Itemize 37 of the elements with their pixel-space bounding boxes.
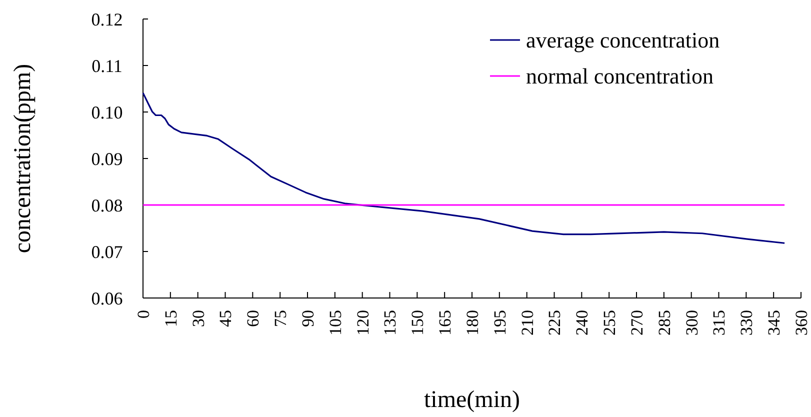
x-axis-title: time(min) bbox=[424, 387, 520, 413]
x-tick-label: 225 bbox=[545, 310, 564, 336]
x-tick-label: 105 bbox=[326, 310, 345, 336]
x-tick-label: 210 bbox=[518, 310, 537, 336]
x-tick-label: 60 bbox=[244, 310, 263, 327]
x-tick-label: 330 bbox=[737, 310, 756, 336]
x-tick-label: 0 bbox=[134, 310, 153, 318]
x-tick-label: 45 bbox=[216, 310, 236, 327]
legend-label: average concentration bbox=[526, 28, 720, 53]
x-tick-label: 345 bbox=[764, 310, 784, 336]
y-tick-label: 0.09 bbox=[91, 148, 123, 169]
y-tick-label: 0.12 bbox=[91, 9, 123, 30]
line-series bbox=[142, 92, 786, 244]
x-tick-label: 120 bbox=[353, 310, 372, 336]
y-axis-title: concentration(ppm) bbox=[10, 64, 36, 254]
x-tick-label: 300 bbox=[682, 310, 702, 336]
x-tick-label: 240 bbox=[572, 310, 592, 336]
x-tick-label: 90 bbox=[298, 310, 318, 327]
x-tick-label: 150 bbox=[408, 310, 428, 336]
x-tick-label: 285 bbox=[654, 310, 674, 336]
x-tick-label: 75 bbox=[271, 310, 290, 327]
y-tick-label: 0.06 bbox=[91, 288, 123, 308]
legend-label: normal concentration bbox=[526, 64, 714, 89]
x-tick-label: 165 bbox=[436, 310, 455, 336]
x-tick-label: 255 bbox=[600, 310, 620, 336]
y-tick-label: 0.07 bbox=[91, 242, 123, 262]
y-tick-label: 0.11 bbox=[92, 56, 122, 76]
x-tick-label: 270 bbox=[627, 310, 646, 336]
x-tick-label: 135 bbox=[380, 310, 400, 336]
x-tick-label: 360 bbox=[792, 310, 811, 336]
x-tick-label: 15 bbox=[161, 310, 180, 327]
y-tick-label: 0.10 bbox=[91, 102, 123, 122]
x-tick-label: 30 bbox=[188, 310, 208, 327]
y-tick-label: 0.08 bbox=[91, 195, 123, 216]
x-tick-label: 180 bbox=[462, 310, 482, 336]
x-tick-label: 195 bbox=[490, 310, 510, 336]
x-tick-label: 315 bbox=[710, 310, 729, 336]
